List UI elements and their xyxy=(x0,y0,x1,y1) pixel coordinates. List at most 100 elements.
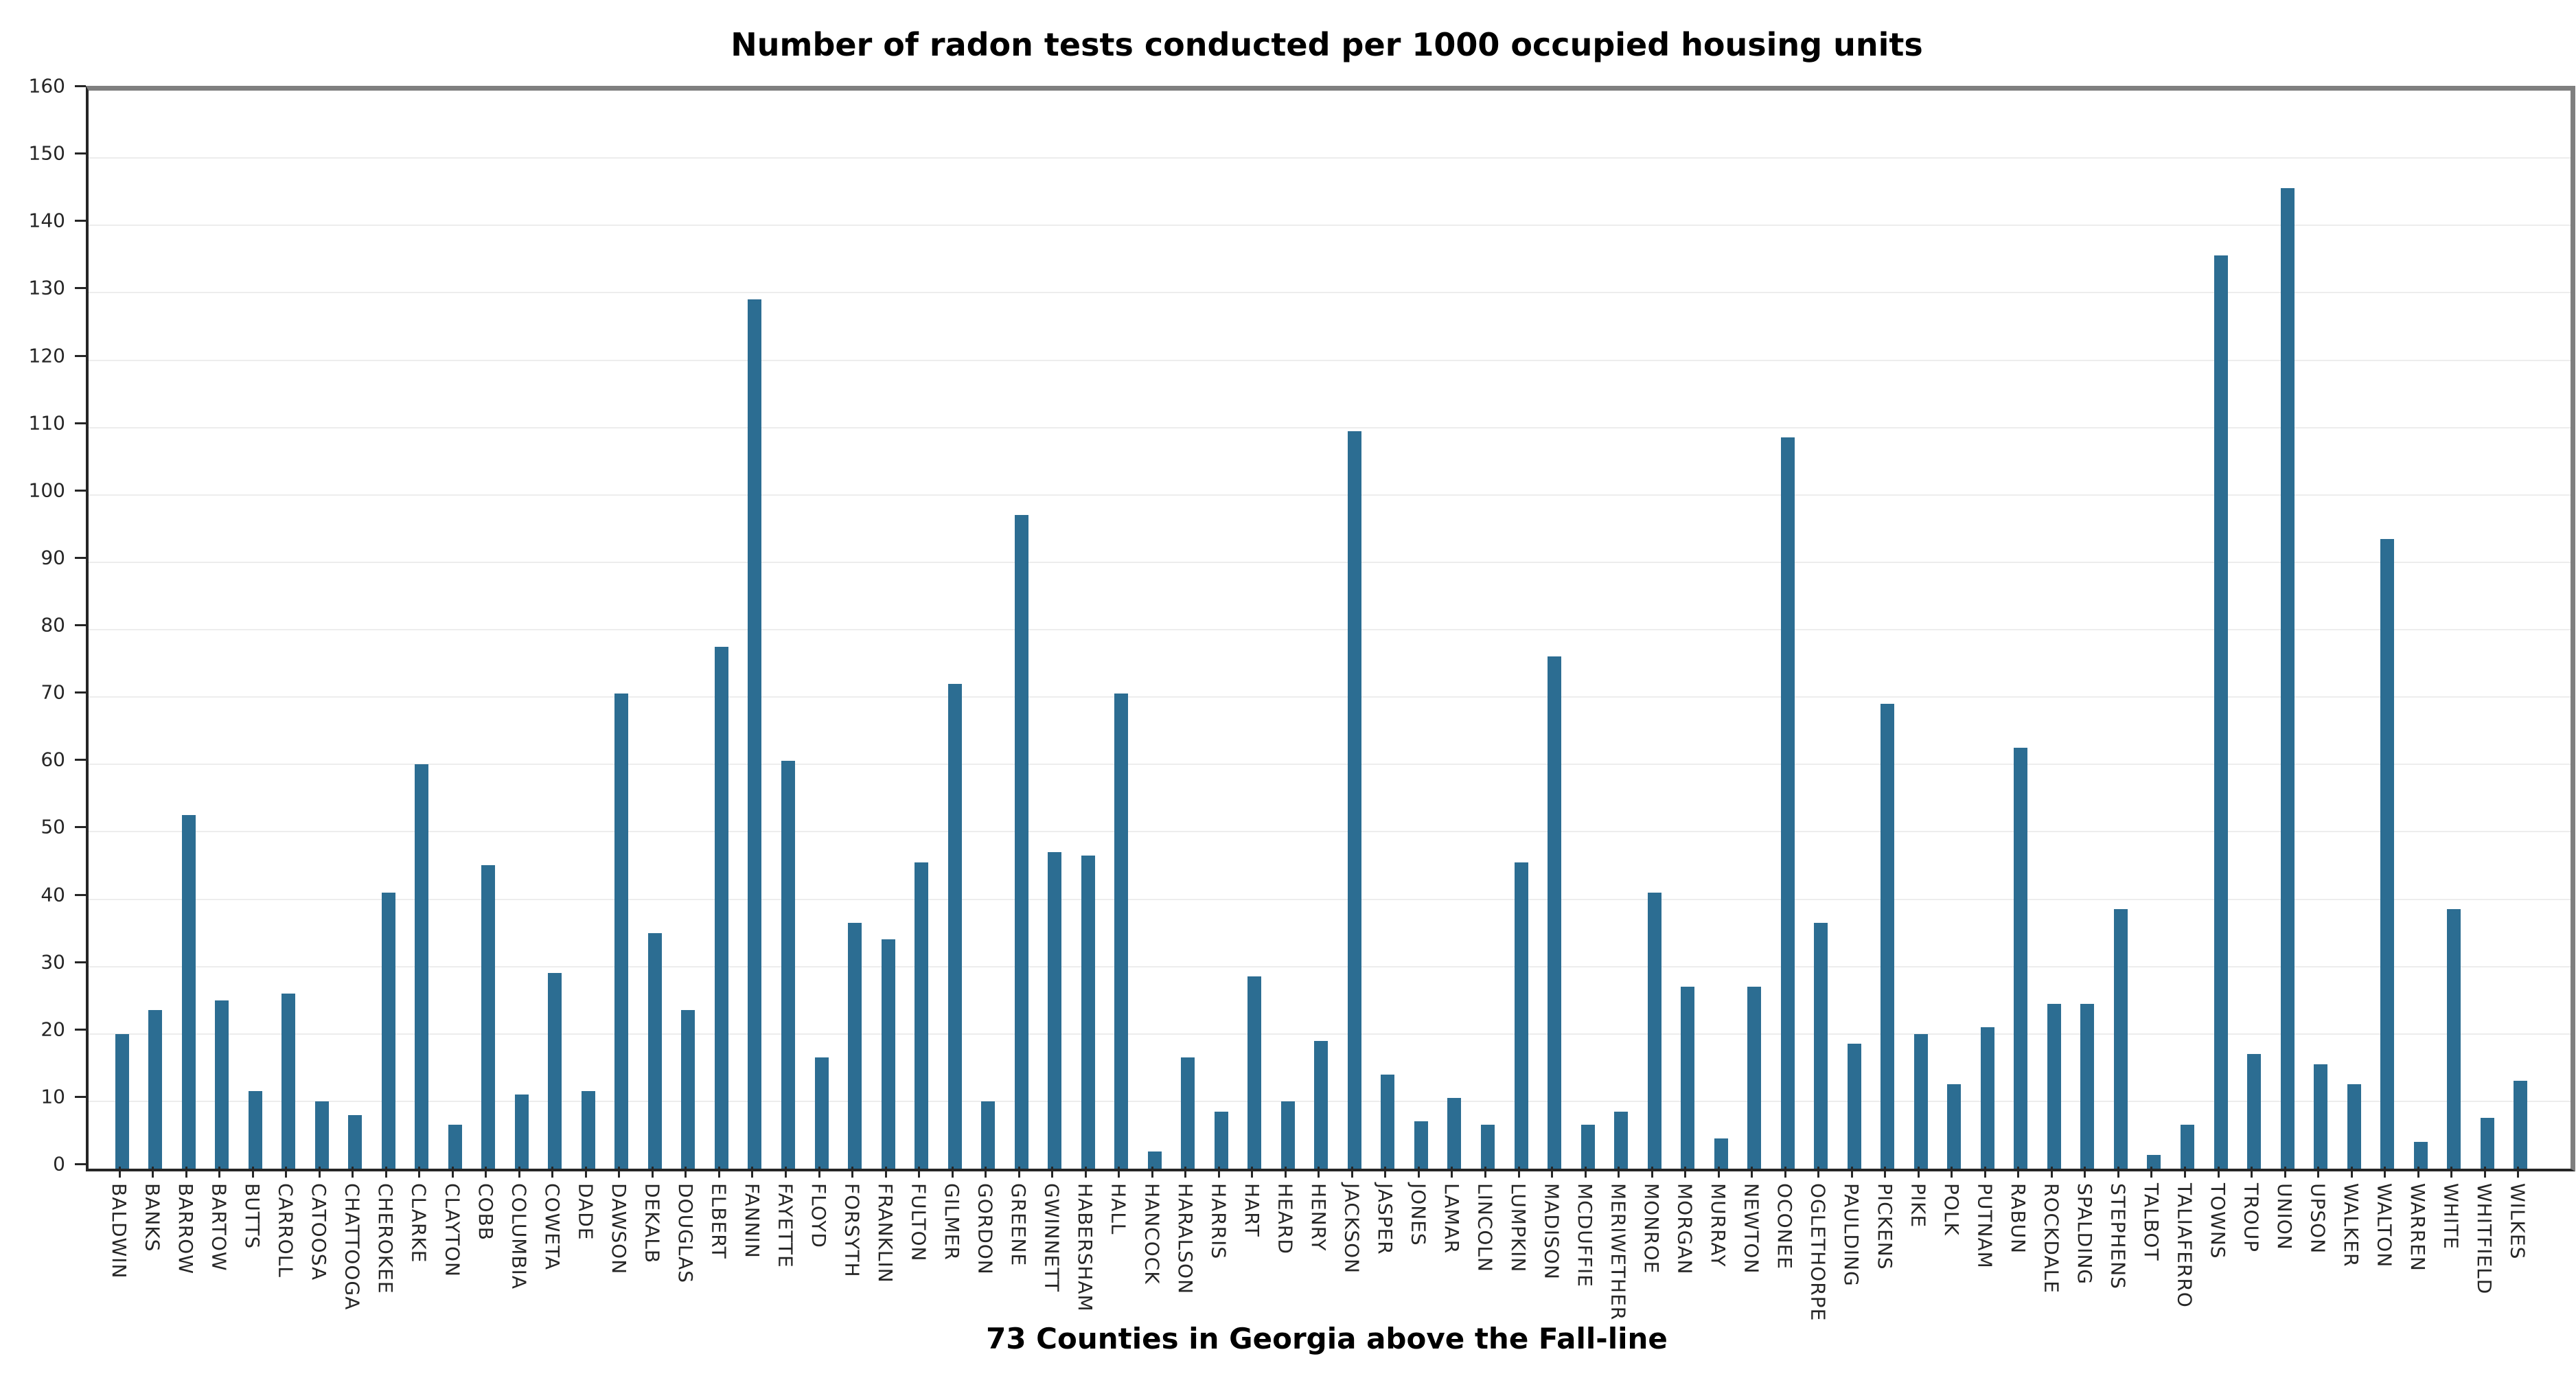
gridline xyxy=(89,1033,2571,1035)
x-tick-mark xyxy=(318,1167,321,1178)
x-tick-mark xyxy=(285,1167,288,1178)
x-tick-label: JONES xyxy=(1407,1183,1430,1246)
x-tick-label: TALBOT xyxy=(2139,1183,2163,1261)
x-tick-mark xyxy=(2350,1167,2353,1178)
bar-jasper xyxy=(1381,1074,1395,1169)
x-tick-mark xyxy=(1017,1167,1020,1178)
bar-murray xyxy=(1714,1138,1728,1169)
y-tick-mark xyxy=(75,220,86,222)
x-tick-mark xyxy=(784,1167,787,1178)
x-tick-label: CATOOSA xyxy=(308,1183,331,1281)
bar-fulton xyxy=(915,862,929,1169)
bar-lumpkin xyxy=(1514,862,1528,1169)
x-tick-mark xyxy=(1251,1167,1254,1178)
bar-lincoln xyxy=(1480,1125,1495,1169)
x-tick-label: MADISON xyxy=(1540,1183,1563,1280)
x-tick-label: BANKS xyxy=(141,1183,164,1252)
x-tick-mark xyxy=(985,1167,987,1178)
bar-banks xyxy=(148,1010,163,1169)
x-tick-label: OGLETHORPE xyxy=(1806,1183,1830,1322)
x-tick-mark xyxy=(1584,1167,1587,1178)
bar-hart xyxy=(1247,976,1262,1169)
x-tick-label: FAYETTE xyxy=(774,1183,797,1268)
x-tick-label: DAWSON xyxy=(607,1183,630,1275)
x-tick-mark xyxy=(1651,1167,1653,1178)
x-tick-label: HABERSHAM xyxy=(1074,1183,1097,1312)
bar-gordon xyxy=(981,1101,996,1169)
y-tick-label: 70 xyxy=(41,680,65,704)
bar-meriwether xyxy=(1614,1111,1629,1169)
bar-paulding xyxy=(1847,1044,1861,1169)
x-tick-mark xyxy=(352,1167,354,1178)
x-tick-label: COBB xyxy=(474,1183,497,1241)
x-tick-label: DADE xyxy=(574,1183,597,1241)
x-tick-mark xyxy=(1751,1167,1753,1178)
x-tick-label: JASPER xyxy=(1373,1183,1396,1255)
y-tick-mark xyxy=(75,826,86,829)
x-tick-mark xyxy=(618,1167,621,1178)
gridline xyxy=(89,426,2571,428)
x-tick-mark xyxy=(1184,1167,1187,1178)
bar-clayton xyxy=(448,1125,462,1169)
x-tick-mark xyxy=(1551,1167,1554,1178)
x-tick-label: WHITE xyxy=(2439,1183,2463,1250)
x-tick-mark xyxy=(1350,1167,1353,1178)
x-tick-label: WALKER xyxy=(2340,1183,2363,1268)
y-tick-mark xyxy=(75,1095,86,1098)
x-tick-label: BARROW xyxy=(174,1183,198,1274)
x-tick-label: RABUN xyxy=(2006,1183,2029,1254)
x-tick-label: CLAYTON xyxy=(441,1183,464,1277)
x-tick-mark xyxy=(1983,1167,1986,1178)
bar-baldwin xyxy=(115,1033,129,1169)
y-tick-mark xyxy=(75,85,86,87)
x-tick-label: POLK xyxy=(1940,1183,1963,1236)
x-tick-label: HART xyxy=(1240,1183,1263,1237)
gridline xyxy=(89,1100,2571,1102)
y-tick-label: 80 xyxy=(41,613,65,637)
x-tick-label: HANCOCK xyxy=(1140,1183,1164,1285)
x-tick-mark xyxy=(1850,1167,1853,1178)
x-axis-title: 73 Counties in Georgia above the Fall-li… xyxy=(986,1322,1668,1355)
bar-dekalb xyxy=(647,932,662,1169)
y-tick-mark xyxy=(75,287,86,290)
x-tick-mark xyxy=(118,1167,121,1178)
bar-catoosa xyxy=(314,1101,329,1169)
bar-fayette xyxy=(781,761,795,1169)
bar-floyd xyxy=(814,1057,829,1169)
x-tick-label: WALTON xyxy=(2373,1183,2396,1268)
x-tick-label: FORSYTH xyxy=(840,1183,864,1278)
x-tick-label: FULTON xyxy=(907,1183,930,1262)
x-tick-mark xyxy=(2517,1167,2520,1178)
y-tick-label: 110 xyxy=(28,411,65,435)
bar-clarke xyxy=(415,764,429,1169)
x-tick-label: LINCOLN xyxy=(1473,1183,1497,1272)
bar-stephens xyxy=(2113,909,2128,1169)
x-tick-mark xyxy=(818,1167,820,1178)
gridline xyxy=(89,225,2571,227)
bar-towns xyxy=(2213,255,2228,1169)
x-tick-mark xyxy=(1917,1167,1920,1178)
x-tick-mark xyxy=(2150,1167,2153,1178)
gridline xyxy=(89,764,2571,766)
bar-greene xyxy=(1014,515,1028,1169)
x-tick-label: TROUP xyxy=(2240,1183,2263,1252)
bar-bartow xyxy=(215,1000,229,1169)
x-tick-label: FLOYD xyxy=(807,1183,831,1248)
bar-hancock xyxy=(1147,1151,1162,1169)
x-tick-mark xyxy=(1118,1167,1120,1178)
bar-polk xyxy=(1947,1084,1962,1169)
x-tick-mark xyxy=(418,1167,421,1178)
bar-chattooga xyxy=(348,1114,363,1169)
y-tick-label: 100 xyxy=(28,479,65,502)
gridline xyxy=(89,831,2571,833)
bar-pike xyxy=(1913,1033,1928,1169)
gridline xyxy=(89,561,2571,563)
x-tick-mark xyxy=(152,1167,154,1178)
x-tick-mark xyxy=(1517,1167,1520,1178)
x-tick-label: PUTNAM xyxy=(1973,1183,1997,1269)
y-tick-label: 120 xyxy=(28,344,65,367)
bar-union xyxy=(2280,188,2295,1169)
x-tick-label: TALIAFERRO xyxy=(2173,1183,2196,1308)
x-tick-mark xyxy=(2384,1167,2387,1178)
x-tick-mark xyxy=(2084,1167,2086,1178)
